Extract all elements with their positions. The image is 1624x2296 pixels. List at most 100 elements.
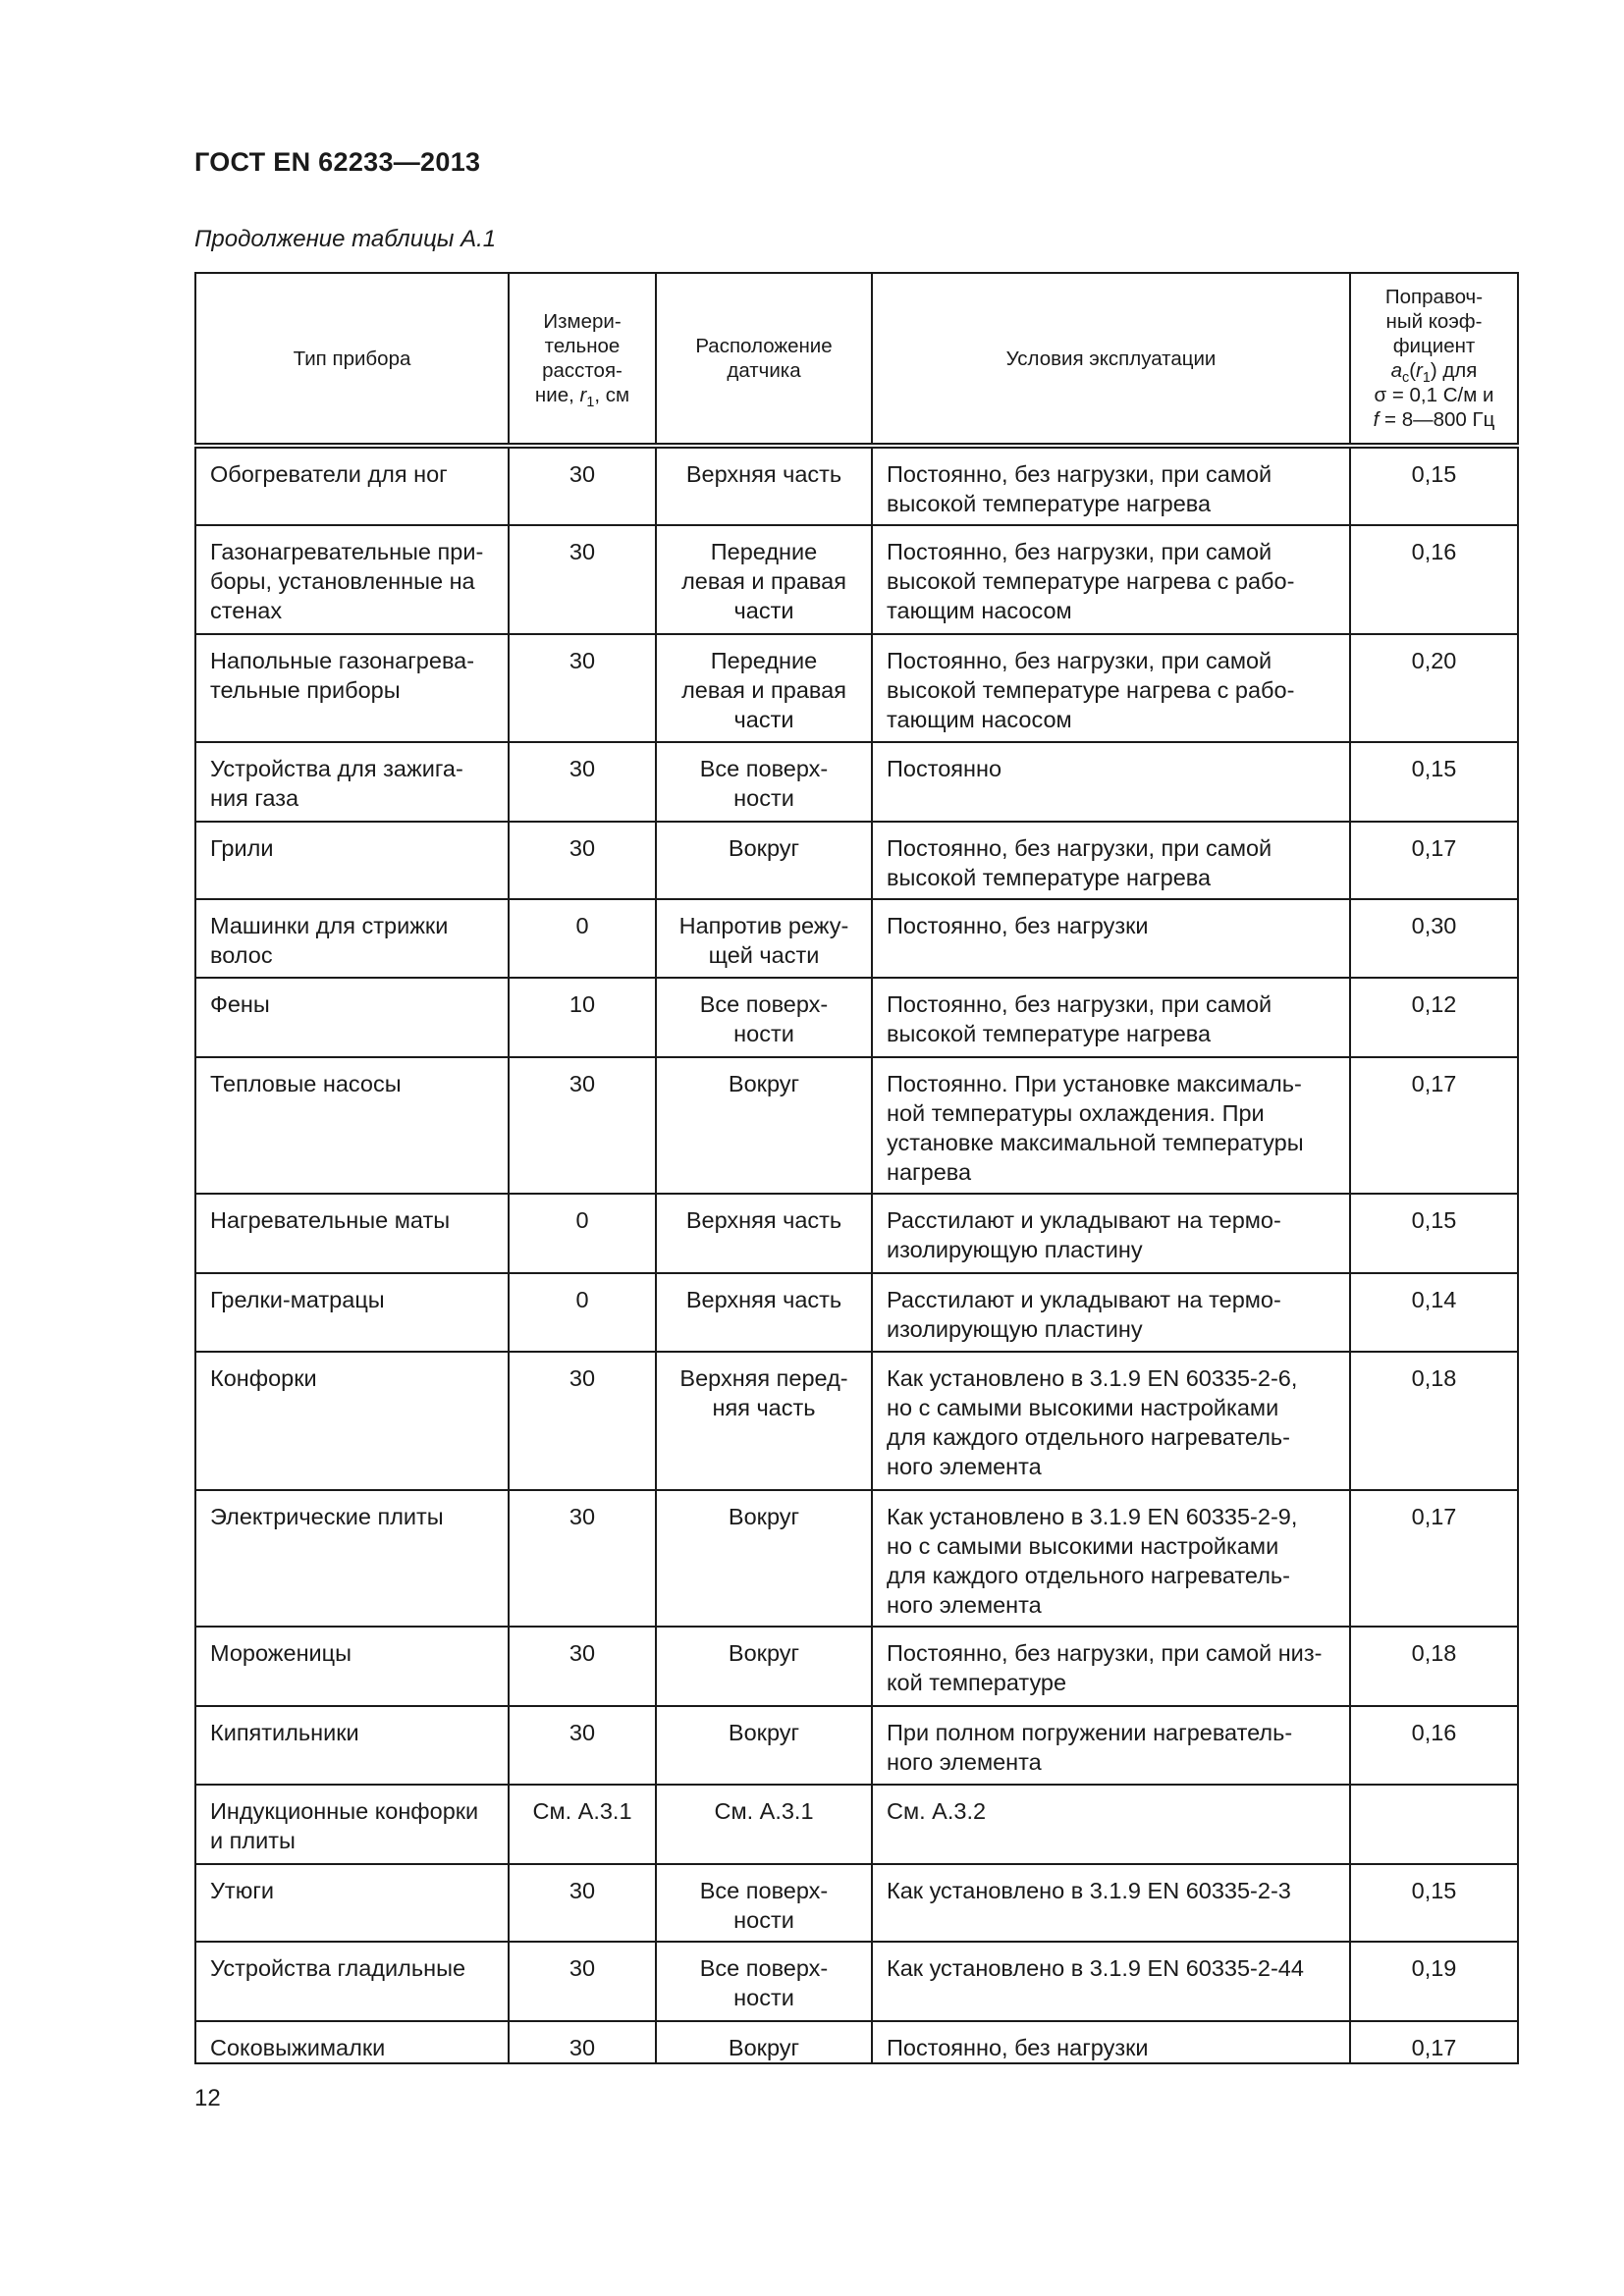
cell-location: Вокруг bbox=[655, 1056, 873, 1195]
cell-device: Газонагревательные при- боры, установлен… bbox=[194, 524, 510, 635]
cell-distance: 10 bbox=[508, 977, 657, 1058]
page-number: 12 bbox=[194, 2085, 221, 2111]
cell-location: Все поверх- ности bbox=[655, 1941, 873, 2022]
header-coef-freq: = 8—800 Гц bbox=[1379, 408, 1495, 431]
table-row: Утюги 30 Все поверх- ности Как установлено … bbox=[194, 1863, 1519, 1943]
table-row: Кипятильники 30 Вокруг При полном погружени… bbox=[194, 1705, 1519, 1786]
cell-location: Верхняя перед- няя часть bbox=[655, 1351, 873, 1491]
header-coef-sub2: 1 bbox=[1422, 370, 1431, 387]
cell-distance: 30 bbox=[508, 1626, 657, 1707]
cell-distance: 30 bbox=[508, 524, 657, 635]
cell-conditions: Постоянно bbox=[871, 741, 1351, 823]
cell-location: Все поверх- ности bbox=[655, 741, 873, 823]
header-distance-sub: 1 bbox=[586, 395, 595, 411]
table-header-row: Тип прибора Измери- тельное расстоя- ние… bbox=[194, 272, 1519, 449]
cell-coefficient: 0,17 bbox=[1349, 1489, 1519, 1628]
table-caption: Продолжение таблицы А.1 bbox=[194, 226, 497, 252]
cell-conditions: Постоянно, без нагрузки, при самой высок… bbox=[871, 977, 1351, 1058]
cell-coefficient: 0,15 bbox=[1349, 1193, 1519, 1274]
header-distance: Измери- тельное расстоя- ние, r1, см bbox=[508, 272, 657, 449]
cell-conditions: Как установлено в 3.1.9 EN 60335-2-6, но… bbox=[871, 1351, 1351, 1491]
cell-device: Соковыжималки bbox=[194, 2020, 510, 2064]
table-row: Газонагревательные при- боры, установлен… bbox=[194, 524, 1519, 635]
table-row: Обогреватели для ног 30 Верхняя часть Посто… bbox=[194, 445, 1519, 526]
table-row: Фены 10 Все поверх- ности Постоянно, без на… bbox=[194, 977, 1519, 1058]
header-coefficient: Поправоч- ный коэф- фициент ac(r1) для σ… bbox=[1349, 272, 1519, 449]
cell-distance: 30 bbox=[508, 1863, 657, 1943]
header-device-type: Тип прибора bbox=[194, 272, 510, 449]
cell-distance: 30 bbox=[508, 1351, 657, 1491]
cell-device: Индукционные конфорки и плиты bbox=[194, 1784, 510, 1865]
cell-device: Тепловые насосы bbox=[194, 1056, 510, 1195]
document-title: ГОСТ EN 62233—2013 bbox=[194, 147, 481, 177]
header-coef-var2: r bbox=[1416, 359, 1423, 382]
cell-device: Кипятильники bbox=[194, 1705, 510, 1786]
cell-device: Нагревательные маты bbox=[194, 1193, 510, 1274]
cell-coefficient: 0,15 bbox=[1349, 445, 1519, 526]
cell-location: Вокруг bbox=[655, 1626, 873, 1707]
cell-distance: 0 bbox=[508, 1272, 657, 1353]
cell-distance: 30 bbox=[508, 821, 657, 900]
cell-distance: 30 bbox=[508, 445, 657, 526]
table-row: Напольные газонагрева- тельные приборы 30… bbox=[194, 633, 1519, 743]
cell-conditions: Постоянно, без нагрузки, при самой низ- … bbox=[871, 1626, 1351, 1707]
table-row: Соковыжималки 30 Вокруг Постоянно, без нагр… bbox=[194, 2020, 1519, 2064]
cell-conditions: Постоянно, без нагрузки, при самой высок… bbox=[871, 445, 1351, 526]
header-sensor-location: Расположение датчика bbox=[655, 272, 873, 449]
table-row: Устройства для зажига- ния газа 30 Все пов… bbox=[194, 741, 1519, 823]
cell-device: Машинки для стрижки волос bbox=[194, 898, 510, 979]
cell-coefficient bbox=[1349, 1784, 1519, 1865]
cell-location: Верхняя часть bbox=[655, 1272, 873, 1353]
cell-coefficient: 0,17 bbox=[1349, 1056, 1519, 1195]
table-row: Электрические плиты 30 Вокруг Как установле… bbox=[194, 1489, 1519, 1628]
cell-conditions: Как установлено в 3.1.9 EN 60335-2-9, но… bbox=[871, 1489, 1351, 1628]
cell-coefficient: 0,15 bbox=[1349, 741, 1519, 823]
cell-device: Грили bbox=[194, 821, 510, 900]
cell-device: Обогреватели для ног bbox=[194, 445, 510, 526]
header-distance-text: Измери- тельное расстоя- ние, bbox=[534, 310, 623, 406]
cell-distance: 30 bbox=[508, 741, 657, 823]
cell-distance: 30 bbox=[508, 1941, 657, 2022]
table-row: Мороженицы 30 Вокруг Постоянно, без нагрузк… bbox=[194, 1626, 1519, 1707]
cell-device: Фены bbox=[194, 977, 510, 1058]
cell-coefficient: 0,17 bbox=[1349, 821, 1519, 900]
table-row: Индукционные конфорки и плиты См. А.3.1 См… bbox=[194, 1784, 1519, 1865]
cell-device: Напольные газонагрева- тельные приборы bbox=[194, 633, 510, 743]
header-coef-sigma: ) для σ = 0,1 С/м и bbox=[1374, 359, 1494, 406]
cell-device: Устройства для зажига- ния газа bbox=[194, 741, 510, 823]
cell-conditions: Постоянно, без нагрузки bbox=[871, 898, 1351, 979]
header-coef-paren: ( bbox=[1409, 359, 1417, 382]
table-row: Грелки-матрацы 0 Верхняя часть Расстилают и… bbox=[194, 1272, 1519, 1353]
cell-conditions: Как установлено в 3.1.9 EN 60335-2-44 bbox=[871, 1941, 1351, 2022]
cell-coefficient: 0,17 bbox=[1349, 2020, 1519, 2064]
cell-device: Мороженицы bbox=[194, 1626, 510, 1707]
table-row: Машинки для стрижки волос 0 Напротив режу-… bbox=[194, 898, 1519, 979]
header-coef-sub: c bbox=[1402, 370, 1410, 387]
cell-distance: 0 bbox=[508, 898, 657, 979]
cell-distance: 0 bbox=[508, 1193, 657, 1274]
cell-conditions: Постоянно, без нагрузки, при самой высок… bbox=[871, 633, 1351, 743]
cell-distance: 30 bbox=[508, 2020, 657, 2064]
cell-device: Устройства гладильные bbox=[194, 1941, 510, 2022]
cell-distance: 30 bbox=[508, 1705, 657, 1786]
cell-distance: См. А.3.1 bbox=[508, 1784, 657, 1865]
cell-coefficient: 0,18 bbox=[1349, 1351, 1519, 1491]
cell-distance: 30 bbox=[508, 633, 657, 743]
cell-location: Верхняя часть bbox=[655, 445, 873, 526]
cell-conditions: Как установлено в 3.1.9 EN 60335-2-3 bbox=[871, 1863, 1351, 1943]
cell-location: Передние левая и правая части bbox=[655, 633, 873, 743]
cell-coefficient: 0,20 bbox=[1349, 633, 1519, 743]
table-row: Конфорки 30 Верхняя перед- няя часть Как ус… bbox=[194, 1351, 1519, 1491]
header-coef-text: Поправоч- ный коэф- фициент bbox=[1384, 286, 1484, 357]
table-row: Устройства гладильные 30 Все поверх- ности… bbox=[194, 1941, 1519, 2022]
cell-device: Грелки-матрацы bbox=[194, 1272, 510, 1353]
cell-location: Вокруг bbox=[655, 821, 873, 900]
cell-distance: 30 bbox=[508, 1056, 657, 1195]
header-conditions: Условия эксплуатации bbox=[871, 272, 1351, 449]
header-coef-var: a bbox=[1390, 359, 1403, 382]
cell-device: Утюги bbox=[194, 1863, 510, 1943]
cell-conditions: Постоянно. При установке максималь- ной … bbox=[871, 1056, 1351, 1195]
cell-coefficient: 0,16 bbox=[1349, 524, 1519, 635]
cell-conditions: При полном погружении нагреватель- ного … bbox=[871, 1705, 1351, 1786]
cell-location: Передние левая и правая части bbox=[655, 524, 873, 635]
